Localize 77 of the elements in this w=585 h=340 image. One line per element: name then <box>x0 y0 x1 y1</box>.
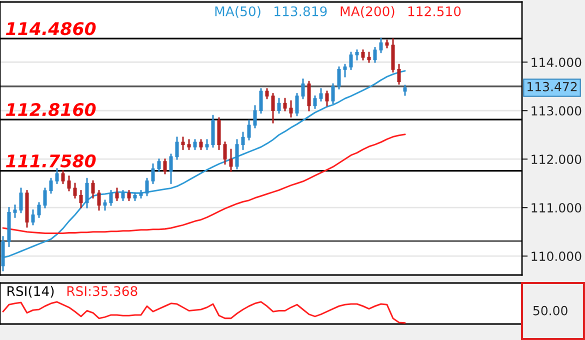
y-tick-label: 110.000 <box>532 252 582 262</box>
y-tick-label: 113.000 <box>532 106 582 116</box>
candlestick <box>73 182 77 199</box>
candlestick <box>175 136 179 160</box>
candlestick <box>307 80 311 112</box>
candlestick <box>31 209 35 226</box>
candlestick <box>37 202 41 218</box>
candlestick <box>247 120 251 140</box>
candlestick <box>331 83 335 104</box>
chart-title: RSI(14) <box>8 286 54 298</box>
candlestick <box>55 168 59 184</box>
ref-line-label: 114.4860 <box>6 22 96 36</box>
y-tick-label: 112.000 <box>532 154 582 164</box>
text: 50.00 <box>533 306 568 316</box>
ref-line-label: 111.7580 <box>6 154 96 168</box>
candlestick <box>403 84 407 96</box>
candlestick <box>289 100 293 118</box>
candlestick <box>325 90 329 107</box>
candlestick <box>397 64 401 85</box>
candlestick <box>49 178 53 194</box>
candlestick <box>151 163 155 184</box>
ref-line-label: 112.8160 <box>6 103 96 116</box>
candlestick <box>253 105 257 128</box>
candlestick <box>43 187 47 208</box>
candlestick <box>19 187 23 214</box>
candlestick <box>85 178 89 208</box>
candlestick <box>109 190 113 206</box>
candlestick <box>127 190 131 202</box>
candlestick <box>157 158 161 172</box>
candlestick <box>229 148 233 172</box>
candlestick <box>337 66 341 90</box>
candlestick <box>373 46 377 63</box>
candlestick <box>187 138 191 150</box>
candlestick <box>91 180 95 199</box>
annotation: 112.510 <box>408 6 461 16</box>
candlestick <box>115 187 119 202</box>
candlestick <box>271 92 275 124</box>
candlestick <box>385 40 389 48</box>
candlestick <box>349 52 353 70</box>
candlestick <box>355 49 359 60</box>
candlestick <box>13 204 17 218</box>
candlestick <box>235 138 239 170</box>
candlestick <box>163 158 167 174</box>
line-series <box>2 134 406 234</box>
candlestick <box>367 52 371 63</box>
candlestick <box>145 178 149 196</box>
candlestick <box>199 138 203 150</box>
candlestick <box>205 138 209 150</box>
annotation: 113.819 <box>274 6 327 16</box>
y-tick-label: 114.000 <box>532 58 582 68</box>
candlestick <box>313 95 317 109</box>
y-tick-label: 111.000 <box>532 203 582 213</box>
candlestick <box>379 38 383 54</box>
candlestick <box>223 141 227 165</box>
candlestick <box>181 136 185 150</box>
candlestick <box>295 92 299 116</box>
text: RSI:35.368 <box>67 286 138 296</box>
text: 113.472 <box>528 82 577 92</box>
candlestick <box>301 78 305 100</box>
candlestick <box>67 175 71 192</box>
candlestick <box>265 88 269 100</box>
candlestick <box>61 170 65 184</box>
candlestick <box>319 88 323 102</box>
candlestick <box>259 88 263 114</box>
candlestick <box>283 98 287 112</box>
candlestick <box>169 153 173 184</box>
candlestick <box>277 98 281 114</box>
candlestick <box>241 132 245 150</box>
candlestick <box>103 200 107 211</box>
candlestick <box>343 64 347 78</box>
candlestick <box>361 49 365 60</box>
candlestick <box>121 190 125 202</box>
text: MA(50) <box>215 6 260 18</box>
candlestick <box>193 138 197 150</box>
candlestick <box>97 190 101 211</box>
candlestick <box>79 190 83 208</box>
text: MA(200) <box>340 6 394 18</box>
